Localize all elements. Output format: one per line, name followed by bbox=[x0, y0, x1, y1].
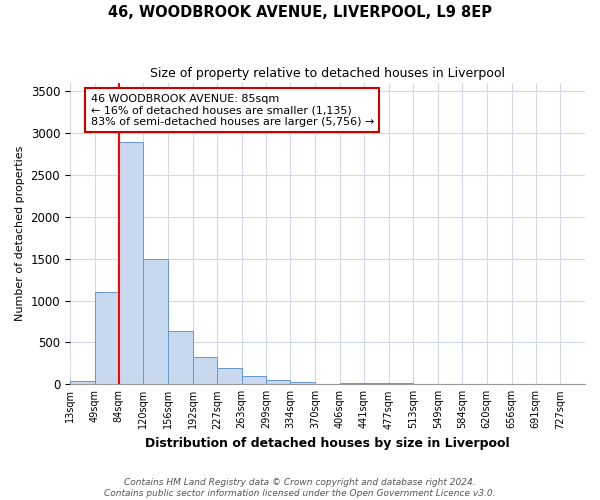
Y-axis label: Number of detached properties: Number of detached properties bbox=[15, 146, 25, 322]
Text: 46 WOODBROOK AVENUE: 85sqm
← 16% of detached houses are smaller (1,135)
83% of s: 46 WOODBROOK AVENUE: 85sqm ← 16% of deta… bbox=[91, 94, 374, 127]
Text: Contains HM Land Registry data © Crown copyright and database right 2024.
Contai: Contains HM Land Registry data © Crown c… bbox=[104, 478, 496, 498]
Bar bbox=[340, 382, 364, 384]
Bar bbox=[242, 376, 266, 384]
Text: 46, WOODBROOK AVENUE, LIVERPOOL, L9 8EP: 46, WOODBROOK AVENUE, LIVERPOOL, L9 8EP bbox=[108, 5, 492, 20]
Bar bbox=[119, 142, 143, 384]
Bar bbox=[168, 331, 193, 384]
Bar bbox=[95, 292, 119, 384]
Bar bbox=[217, 368, 242, 384]
Bar bbox=[364, 382, 389, 384]
Bar bbox=[143, 259, 168, 384]
Title: Size of property relative to detached houses in Liverpool: Size of property relative to detached ho… bbox=[150, 68, 505, 80]
Bar bbox=[266, 380, 290, 384]
Bar bbox=[290, 382, 315, 384]
Bar bbox=[70, 381, 95, 384]
Bar bbox=[389, 383, 413, 384]
Bar bbox=[193, 356, 217, 384]
X-axis label: Distribution of detached houses by size in Liverpool: Distribution of detached houses by size … bbox=[145, 437, 510, 450]
